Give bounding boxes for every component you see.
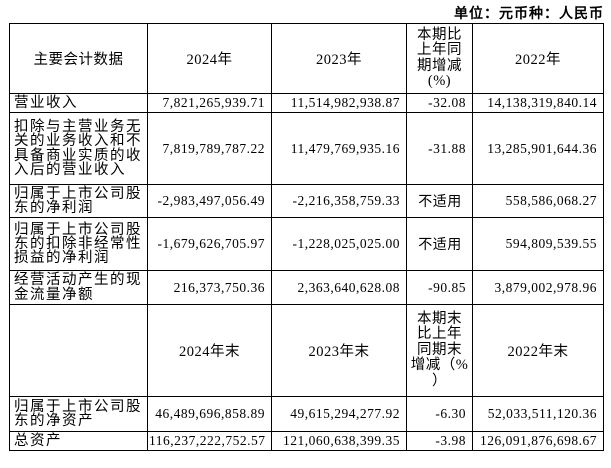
- header-row-annual: 主要会计数据 2024年 2023年 本期比 上年同 期增减 (%) 2022年: [9, 23, 604, 94]
- header-row-period-end: 2024年末 2023年末 本期末 比上年 同期末 增减（% ） 2022年末: [9, 304, 604, 397]
- value-end-yoy-pct: -3.98: [406, 431, 473, 451]
- header-end-2024: 2024年末: [147, 304, 272, 397]
- row-operating-cash-flow: 经营活动产生的现金流量净额 216,373,750.36 2,363,640,6…: [9, 270, 604, 305]
- value-2023: -2,216,358,759.33: [271, 184, 407, 218]
- value-end-2022: 126,091,876,698.67: [472, 431, 604, 451]
- value-2022: 3,879,002,978.96: [472, 270, 604, 305]
- header-year-2022: 2022年: [472, 23, 604, 94]
- value-2022: 594,809,539.55: [472, 217, 604, 271]
- row-label: 归属于上市公司股东的净资产: [9, 396, 148, 432]
- value-end-2024: 46,489,696,858.89: [147, 396, 272, 432]
- row-revenue-after-deduction: 扣除与主营业务无关的业务收入和不具备商业实质的收入后的营业收入 7,819,78…: [9, 112, 604, 185]
- header-year-2023: 2023年: [271, 23, 407, 94]
- key-accounting-data-table: 主要会计数据 2024年 2023年 本期比 上年同 期增减 (%) 2022年…: [9, 23, 604, 451]
- header-blank: [9, 304, 148, 397]
- row-label: 总资产: [9, 431, 148, 451]
- header-end-yoy-change-pct: 本期末 比上年 同期末 增减（% ）: [406, 304, 473, 397]
- value-2023: -1,228,025,025.00: [271, 217, 407, 271]
- header-end-2022: 2022年末: [472, 304, 604, 397]
- row-label: 营业收入: [9, 93, 148, 113]
- value-end-2023: 121,060,638,399.35: [271, 431, 407, 451]
- value-2022: 14,138,319,840.14: [472, 93, 604, 113]
- unit-currency-note: 单位：元币种：人民币: [454, 7, 604, 22]
- row-total-assets: 总资产 116,237,222,752.57 121,060,638,399.3…: [9, 431, 604, 451]
- row-label: 归属于上市公司股东的扣除非经常性损益的净利润: [9, 217, 148, 271]
- value-end-2024: 116,237,222,752.57: [147, 431, 272, 451]
- row-net-profit-excl-nonrecurring: 归属于上市公司股东的扣除非经常性损益的净利润 -1,679,626,705.97…: [9, 217, 604, 271]
- value-2024: 7,821,265,939.71: [147, 93, 272, 113]
- row-label: 归属于上市公司股东的净利润: [9, 184, 148, 218]
- row-operating-revenue: 营业收入 7,821,265,939.71 11,514,982,938.87 …: [9, 93, 604, 113]
- value-yoy-pct: 不适用: [406, 184, 473, 218]
- value-2024: -2,983,497,056.49: [147, 184, 272, 218]
- header-end-2023: 2023年末: [271, 304, 407, 397]
- value-2023: 2,363,640,628.08: [271, 270, 407, 305]
- value-2023: 11,479,769,935.16: [271, 112, 407, 185]
- value-2024: -1,679,626,705.97: [147, 217, 272, 271]
- header-yoy-change-pct: 本期比 上年同 期增减 (%): [406, 23, 473, 94]
- row-net-profit-attributable: 归属于上市公司股东的净利润 -2,983,497,056.49 -2,216,3…: [9, 184, 604, 218]
- value-2022: 13,285,901,644.36: [472, 112, 604, 185]
- value-yoy-pct: 不适用: [406, 217, 473, 271]
- header-main-accounting-data: 主要会计数据: [9, 23, 148, 94]
- value-yoy-pct: -31.88: [406, 112, 473, 185]
- header-year-2024: 2024年: [147, 23, 272, 94]
- value-end-yoy-pct: -6.30: [406, 396, 473, 432]
- value-end-2022: 52,033,511,120.36: [472, 396, 604, 432]
- row-net-assets-attributable: 归属于上市公司股东的净资产 46,489,696,858.89 49,615,2…: [9, 396, 604, 432]
- value-end-2023: 49,615,294,277.92: [271, 396, 407, 432]
- value-2022: 558,586,068.27: [472, 184, 604, 218]
- value-yoy-pct: -32.08: [406, 93, 473, 113]
- value-2023: 11,514,982,938.87: [271, 93, 407, 113]
- row-label: 经营活动产生的现金流量净额: [9, 270, 148, 305]
- value-2024: 216,373,750.36: [147, 270, 272, 305]
- row-label: 扣除与主营业务无关的业务收入和不具备商业实质的收入后的营业收入: [9, 112, 148, 185]
- value-yoy-pct: -90.85: [406, 270, 473, 305]
- value-2024: 7,819,789,787.22: [147, 112, 272, 185]
